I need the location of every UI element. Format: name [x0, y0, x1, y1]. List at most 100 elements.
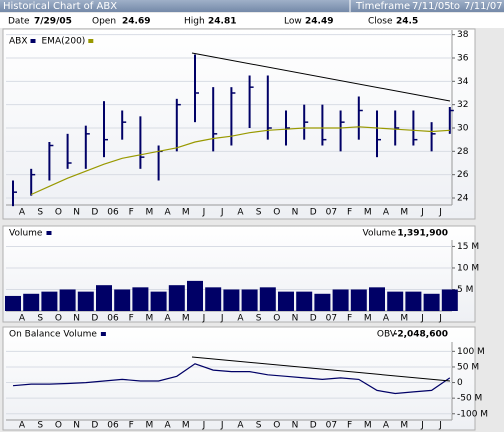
- x-tick-label: M: [400, 421, 408, 431]
- x-tick-label: 07: [326, 421, 337, 431]
- timeframe-to-label: to: [450, 1, 460, 12]
- x-tick-label: F: [129, 208, 134, 218]
- legend-swatch: [46, 231, 52, 235]
- x-tick-label: J: [420, 421, 424, 431]
- legend-swatch: [100, 332, 106, 336]
- x-tick-label: A: [383, 314, 390, 324]
- x-tick-label: O: [273, 421, 280, 431]
- x-tick-label: M: [400, 314, 408, 324]
- readout-value: 1,391,900: [397, 229, 448, 239]
- x-tick-label: S: [256, 208, 262, 218]
- y-tick-label: 32: [457, 100, 468, 110]
- volume-bar: [423, 293, 440, 311]
- x-tick-label: O: [55, 421, 62, 431]
- volume-bar: [259, 287, 276, 311]
- legend-swatch: [88, 39, 94, 43]
- volume-bar: [223, 289, 240, 311]
- x-tick-label: F: [347, 314, 352, 324]
- volume-bar: [441, 289, 458, 311]
- volume-bar: [114, 289, 131, 311]
- info-label: Low: [284, 17, 302, 27]
- volume-bar: [387, 291, 404, 311]
- x-tick-label: J: [438, 208, 442, 218]
- volume-bar: [168, 285, 185, 311]
- x-tick-label: J: [420, 314, 424, 324]
- x-tick-label: S: [256, 314, 262, 324]
- x-tick-label: S: [256, 421, 262, 431]
- volume-bar: [41, 291, 58, 311]
- info-value: 7/29/05: [34, 17, 72, 27]
- info-row: [0, 13, 504, 28]
- title-bar: [0, 0, 504, 12]
- x-tick-label: N: [73, 314, 80, 324]
- info-value: 24.5: [396, 17, 418, 27]
- y-tick-label: 38: [457, 30, 469, 40]
- x-tick-label: F: [347, 208, 352, 218]
- ema-line: [30, 126, 450, 196]
- x-tick-label: 07: [326, 208, 337, 218]
- x-tick-label: J: [438, 314, 442, 324]
- x-tick-label: N: [292, 421, 299, 431]
- x-tick-label: D: [310, 208, 317, 218]
- x-tick-label: M: [146, 421, 154, 431]
- x-tick-label: A: [19, 208, 26, 218]
- y-tick-label: 10 M: [457, 263, 479, 273]
- x-tick-label: M: [146, 208, 154, 218]
- y-tick-label: 28: [457, 147, 469, 157]
- trend-line: [191, 52, 451, 102]
- x-tick-label: M: [182, 421, 190, 431]
- info-label: High: [184, 17, 205, 27]
- timeframe-label: Timeframe: [355, 1, 410, 12]
- x-tick-label: J: [220, 421, 224, 431]
- volume-bar: [350, 289, 367, 311]
- y-tick-label: 36: [457, 54, 469, 64]
- x-tick-label: O: [55, 314, 62, 324]
- x-tick-label: A: [165, 314, 172, 324]
- x-tick-label: M: [364, 208, 372, 218]
- x-tick-label: 07: [326, 314, 337, 324]
- volume-bar: [150, 291, 167, 311]
- x-tick-label: J: [438, 421, 442, 431]
- x-tick-label: D: [310, 421, 317, 431]
- x-tick-label: A: [383, 421, 390, 431]
- y-tick-label: 0: [457, 378, 463, 388]
- y-tick-label: 5 M: [457, 285, 473, 295]
- x-tick-label: S: [37, 314, 43, 324]
- x-tick-label: A: [19, 421, 26, 431]
- y-tick-label: 15 M: [457, 242, 479, 252]
- volume-bar: [59, 289, 76, 311]
- x-tick-label: S: [37, 208, 43, 218]
- x-tick-label: F: [129, 421, 134, 431]
- x-tick-label: A: [383, 208, 390, 218]
- x-tick-label: 06: [107, 314, 119, 324]
- x-tick-label: A: [237, 314, 244, 324]
- legend-label: On Balance Volume: [9, 330, 97, 340]
- x-tick-label: O: [55, 208, 62, 218]
- price-panel: [2, 28, 476, 220]
- readout-label: OBV: [377, 330, 397, 340]
- x-tick-label: A: [165, 208, 172, 218]
- x-tick-label: J: [202, 421, 206, 431]
- volume-bar: [369, 287, 385, 311]
- readout-value: -2,048,600: [394, 330, 448, 340]
- y-tick-label: 34: [457, 77, 469, 87]
- volume-bar: [23, 293, 40, 311]
- x-tick-label: D: [91, 421, 98, 431]
- x-tick-label: A: [165, 421, 172, 431]
- x-tick-label: D: [91, 208, 98, 218]
- volume-bar: [187, 280, 203, 311]
- legend-swatch: [30, 39, 36, 43]
- legend-label: EMA(200): [42, 37, 86, 47]
- y-tick-label: 26: [457, 170, 469, 180]
- x-tick-label: A: [237, 421, 244, 431]
- x-tick-label: J: [220, 314, 224, 324]
- info-label: Open: [92, 17, 116, 27]
- x-tick-label: M: [400, 208, 408, 218]
- x-tick-label: N: [292, 208, 299, 218]
- volume-bar: [5, 295, 21, 311]
- info-label: Date: [8, 17, 30, 27]
- x-tick-label: 06: [107, 208, 119, 218]
- x-tick-label: J: [202, 208, 206, 218]
